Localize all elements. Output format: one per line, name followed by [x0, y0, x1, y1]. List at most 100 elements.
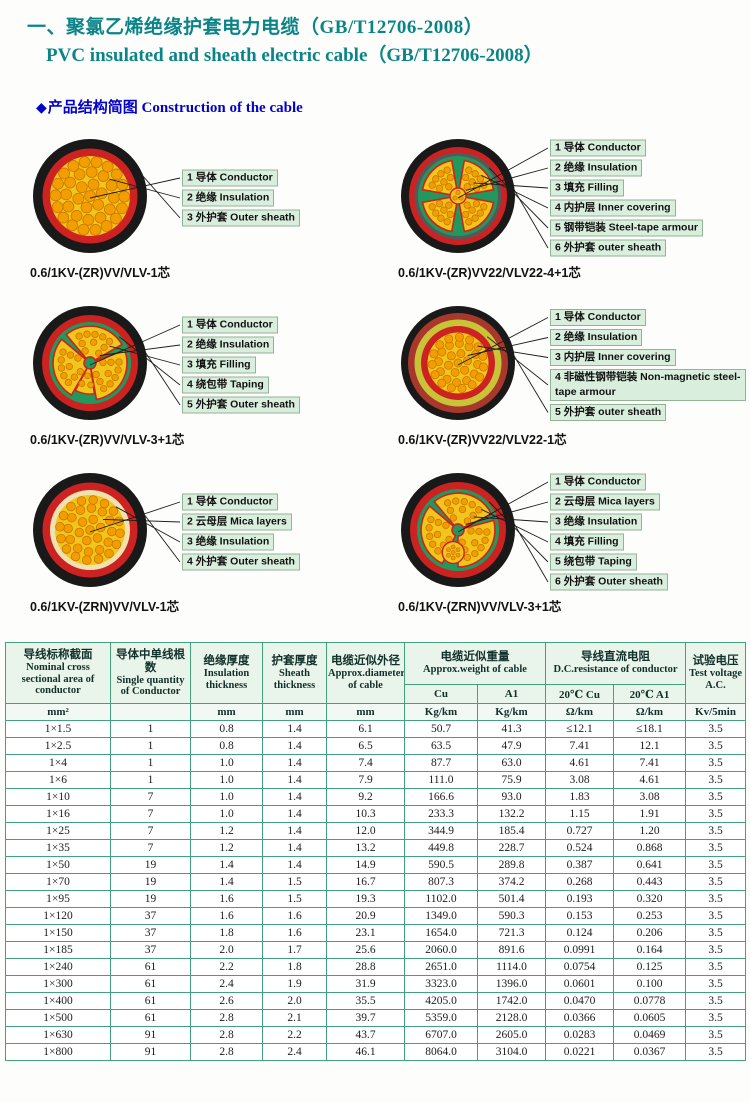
spec-cell: 501.4 [477, 890, 546, 908]
spec-cell: 1.0 [190, 788, 263, 806]
spec-cell: 91 [110, 1026, 191, 1044]
diagram-label-list: 1 导体 Conductor 2 绝缘 Insulation 3 填充 Fillin… [550, 139, 703, 257]
spec-cell: 2.8 [190, 1026, 263, 1044]
spec-cell: 3323.0 [404, 975, 478, 993]
spec-cell: 37 [110, 924, 191, 942]
cable-cross-section-image [33, 306, 147, 420]
spec-cell: 2.4 [190, 975, 263, 993]
spec-row: 1×95 19 1.6 1.5 19.3 1102.0 501.4 0.193 0.320 3.5 [5, 890, 747, 908]
spec-cell: 13.2 [326, 839, 405, 857]
spec-cell: 0.153 [545, 907, 614, 925]
cable-diagram: 1 导体 Conductor 2 云母层 Mica layers 3 绝缘 Insu… [30, 462, 382, 624]
spec-row: 1×25 7 1.2 1.4 12.0 344.9 185.4 0.727 1.20 3.5 [5, 822, 747, 840]
spec-cell: 3.5 [685, 873, 747, 891]
cable-layer-label: 3 填充 Filling [550, 179, 624, 197]
spec-cell: 2.1 [262, 1009, 327, 1027]
col-header-zh: 护套厚度 [271, 655, 318, 667]
cable-cross-section-image [33, 139, 147, 253]
spec-cell: 1×2.5 [5, 737, 111, 755]
spec-cell: 7 [110, 839, 191, 857]
spec-cell: 0.0367 [612, 1043, 687, 1061]
cable-layer-label: 4 非磁性钢带铠装 Non-magnetic steel-tape armour [550, 369, 746, 401]
spec-cell: 1×400 [5, 992, 111, 1010]
unit-cell: Kv/5min [685, 703, 747, 721]
spec-cell: 1×10 [5, 788, 111, 806]
spec-cell: 1102.0 [404, 890, 478, 908]
spec-cell: 1.6 [190, 890, 263, 908]
cable-layer-label: 4 内护层 Inner covering [550, 199, 676, 217]
cable-layer-label: 3 绝缘 Insulation [550, 513, 643, 531]
spec-cell: 1.91 [612, 805, 687, 823]
unit-cell: mm [262, 703, 327, 721]
spec-cell: 3.5 [685, 890, 747, 908]
spec-cell: 0.0605 [612, 1009, 687, 1027]
spec-cell: 0.8 [190, 720, 263, 738]
spec-cell: 2.6 [190, 992, 263, 1010]
spec-cell: 91 [110, 1043, 191, 1061]
spec-cell: 1.5 [262, 873, 327, 891]
spec-cell: 721.3 [477, 924, 546, 942]
spec-cell: 1654.0 [404, 924, 478, 942]
spec-cell: 0.868 [612, 839, 687, 857]
spec-cell: 1.9 [262, 975, 327, 993]
spec-row: 1×120 37 1.6 1.6 20.9 1349.0 590.3 0.153 0.253 3.… [5, 907, 747, 925]
spec-cell: 6707.0 [404, 1026, 478, 1044]
spec-cell: 7 [110, 805, 191, 823]
spec-cell: 1.4 [262, 754, 327, 772]
diagram-label-list: 1 导体 Conductor 2 绝缘 Insulation 3 填充 Fillin… [182, 316, 300, 414]
spec-cell: 0.0221 [545, 1043, 614, 1061]
spec-cell: 1.8 [190, 924, 263, 942]
cable-layer-label: 2 云母层 Mica layers [182, 513, 292, 531]
spec-cell: 0.387 [545, 856, 614, 874]
spec-cell: 1×95 [5, 890, 111, 908]
spec-cell: 0.125 [612, 958, 687, 976]
spec-cell: 4.61 [612, 771, 687, 789]
sub-header-weight-cu: Cu [404, 684, 478, 704]
spec-cell: 1.7 [262, 941, 327, 959]
spec-cell: 0.0601 [545, 975, 614, 993]
spec-cell: 37 [110, 907, 191, 925]
section-header: ◆产品结构简图 Construction of the cable [36, 96, 303, 117]
spec-cell: 1.8 [262, 958, 327, 976]
spec-cell: 3.5 [685, 805, 747, 823]
cable-cross-section-image [401, 306, 515, 420]
spec-cell: 2605.0 [477, 1026, 546, 1044]
cable-layer-label: 1 导体 Conductor [182, 316, 278, 334]
spec-cell: 3.5 [685, 720, 747, 738]
spec-cell: 0.100 [612, 975, 687, 993]
spec-cell: 891.6 [477, 941, 546, 959]
spec-cell: 1×300 [5, 975, 111, 993]
group-header-resistance: 导线直流电阻 D.C.resistance of conductor [544, 642, 687, 685]
spec-cell: 0.268 [545, 873, 614, 891]
diagram-label-list: 1 导体 Conductor 2 云母层 Mica layers 3 绝缘 Insu… [550, 473, 668, 591]
spec-cell: 2.8 [190, 1009, 263, 1027]
diagram-caption: 0.6/1KV-(ZRN)VV/VLV-3+1芯 [398, 600, 562, 614]
col-header-zh: 导体中单线根数 [116, 648, 185, 674]
spec-cell: 1.2 [190, 839, 263, 857]
col-header-sheath-thickness: 护套厚度 Sheath thickness [262, 642, 327, 704]
spec-cell: 1×4 [5, 754, 111, 772]
cable-cross-section-image [401, 473, 515, 587]
spec-cell: 1.4 [262, 737, 327, 755]
spec-cell: 1.0 [190, 805, 263, 823]
spec-cell: 1114.0 [477, 958, 546, 976]
spec-cell: 3.5 [685, 737, 747, 755]
diagram-caption: 0.6/1KV-(ZR)VV/VLV-1芯 [30, 266, 171, 280]
spec-cell: 590.5 [404, 856, 478, 874]
spec-cell: 2651.0 [404, 958, 478, 976]
spec-cell: 1.4 [262, 839, 327, 857]
cable-layer-label: 2 绝缘 Insulation [550, 329, 643, 346]
spec-cell: 1×500 [5, 1009, 111, 1027]
spec-cell: 63.5 [404, 737, 478, 755]
cable-cross-section-image [33, 473, 147, 587]
spec-cell: 807.3 [404, 873, 478, 891]
spec-row: 1×185 37 2.0 1.7 25.6 2060.0 891.6 0.0991 0.164 3… [5, 941, 747, 959]
spec-cell: 3.5 [685, 822, 747, 840]
spec-cell: 93.0 [477, 788, 546, 806]
spec-cell: ≤12.1 [545, 720, 614, 738]
col-header-en: Insulation thickness [203, 668, 250, 691]
col-header-zh: 绝缘厚度 [203, 655, 250, 667]
cable-cross-section-image [401, 139, 515, 253]
spec-cell: 1.6 [262, 907, 327, 925]
spec-cell: 0.0991 [545, 941, 614, 959]
